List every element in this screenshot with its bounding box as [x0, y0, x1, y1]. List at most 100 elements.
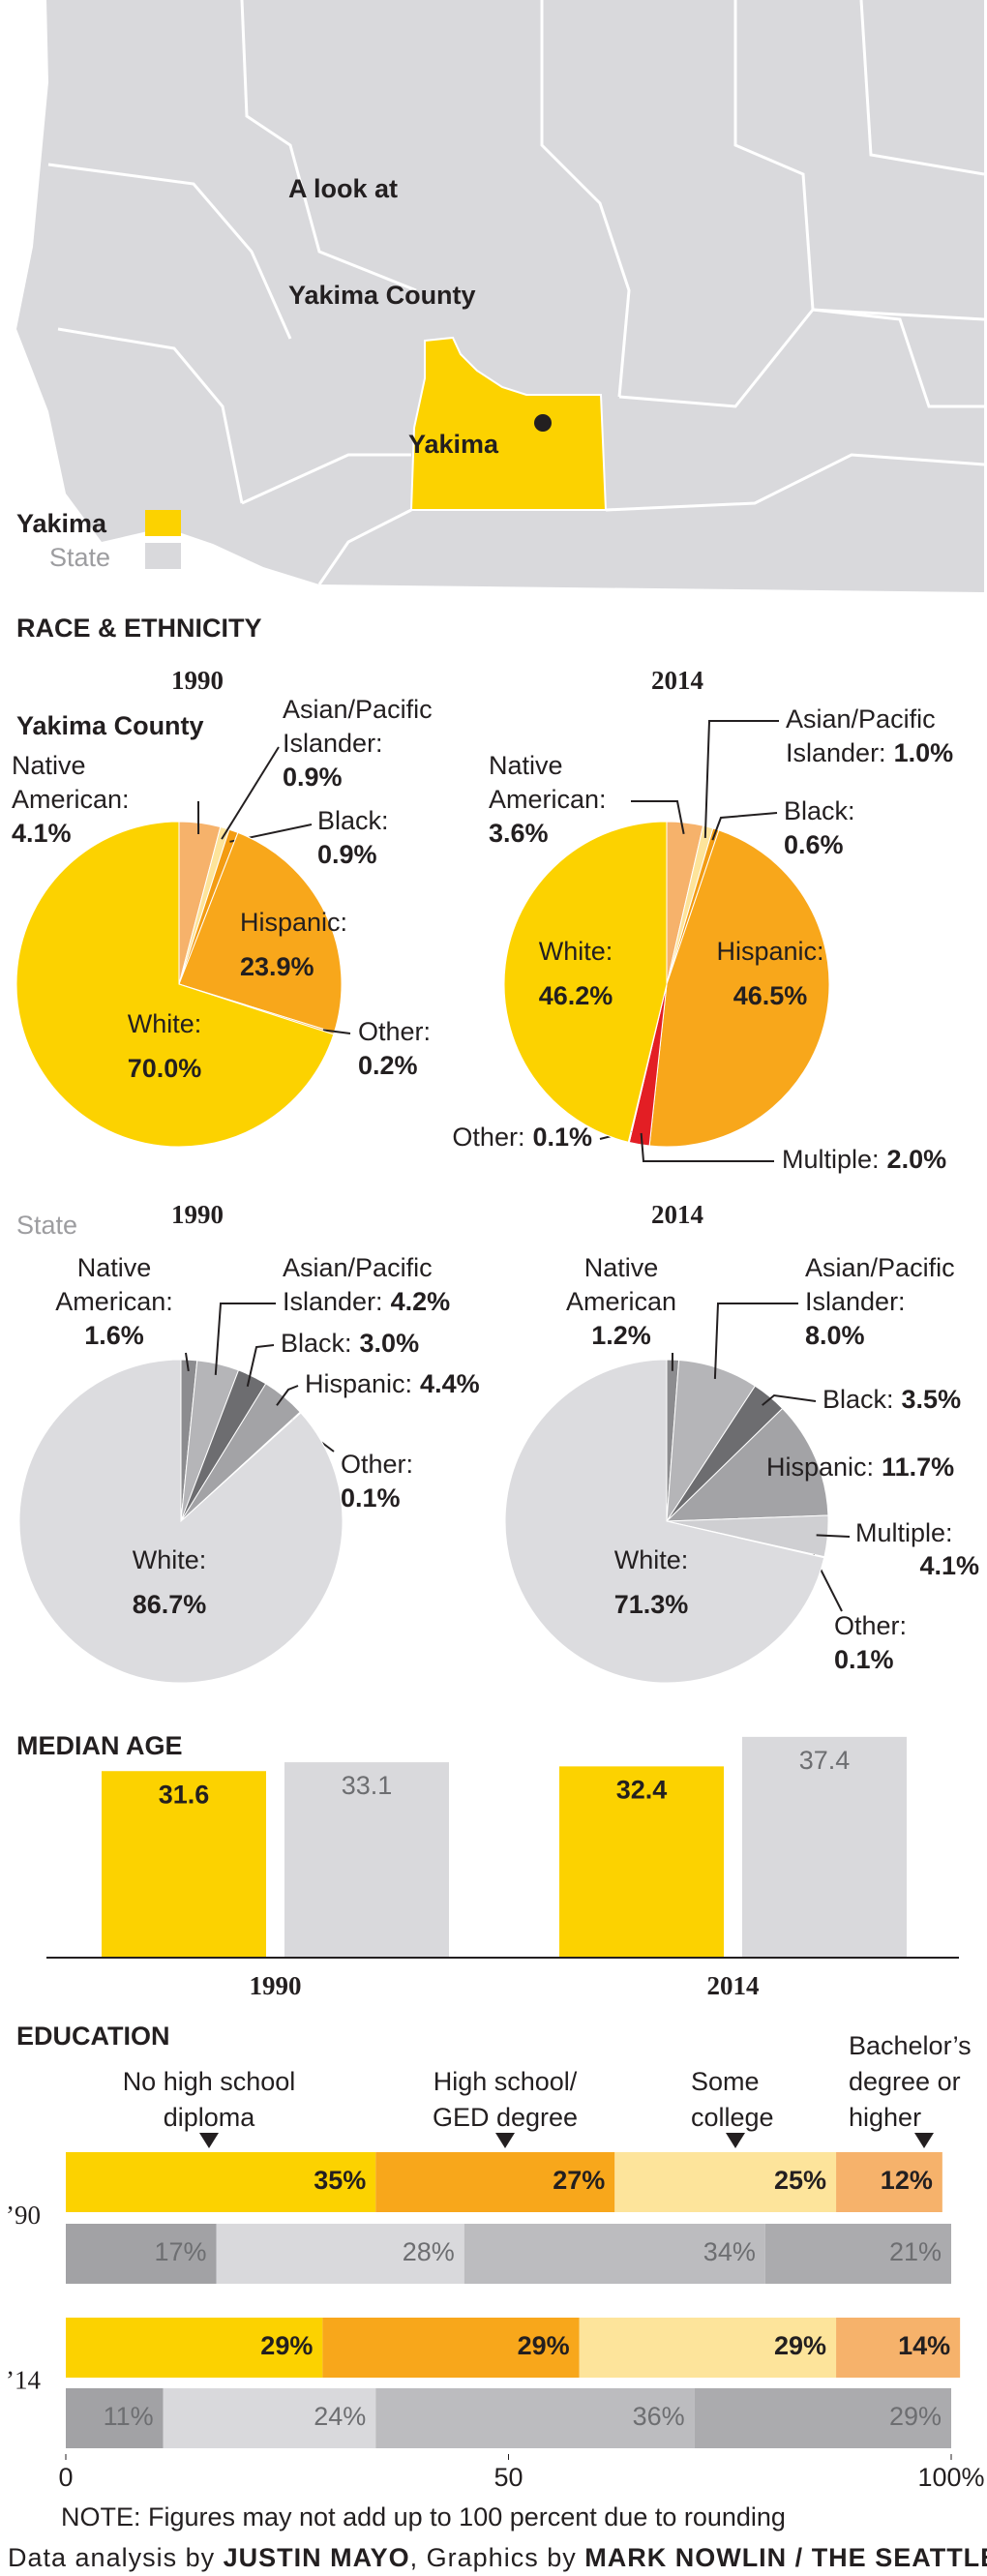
title: A look at	[288, 174, 398, 203]
title: Yakima County	[288, 281, 476, 310]
slice-name: American:	[489, 785, 607, 814]
pie-group: State	[16, 1211, 77, 1240]
bar-segment	[836, 2318, 961, 2378]
category-label: diploma	[164, 2103, 256, 2132]
slice-label: Hispanic: 46.5%	[716, 937, 823, 1010]
category-arrow	[726, 2133, 745, 2148]
slice-value: 3.5%	[902, 1385, 962, 1414]
bar	[559, 1766, 724, 1958]
leader-line	[640, 1132, 774, 1162]
legend-label: State	[49, 543, 110, 572]
slice-value: 4.4%	[420, 1369, 480, 1398]
slice-value: 3.6%	[489, 819, 549, 848]
legend-label: Yakima	[16, 509, 107, 538]
slice-value: 1.2%	[591, 1321, 651, 1350]
category-label: college	[691, 2103, 774, 2132]
pie-year: 1990	[171, 1200, 224, 1229]
slice-value: 4.1%	[919, 1551, 979, 1580]
slice-value: 11.7%	[882, 1453, 954, 1482]
leader-line	[703, 720, 779, 838]
slice-label: Asian/Pacific Islander: 0.9%	[283, 695, 433, 792]
slice-value: 0.1%	[532, 1123, 592, 1152]
pie-slice	[648, 829, 830, 1148]
segment-label: 29%	[774, 2331, 826, 2360]
category-label: higher	[849, 2103, 921, 2132]
bar-segment	[66, 2318, 323, 2378]
slice-name: Other:	[341, 1450, 413, 1479]
x-tick-label: 1990	[250, 1971, 302, 2000]
bar-segment	[216, 2224, 464, 2284]
slice-name: Asian/Pacific	[283, 695, 433, 724]
leader-line	[276, 1385, 299, 1406]
bar-segment	[322, 2318, 580, 2378]
bar-value: 31.6	[159, 1780, 210, 1809]
bar-segment	[464, 2224, 765, 2284]
x-tick-label: 2014	[707, 1971, 760, 2000]
bar-segment	[614, 2152, 837, 2212]
bar-segment	[579, 2318, 837, 2378]
category-arrow	[495, 2133, 515, 2148]
credit: , Graphics by	[410, 2543, 585, 2572]
slice-label: Native American: 1.6%	[55, 1253, 173, 1350]
group-label: ’90	[6, 2201, 41, 2230]
pie-year: 2014	[651, 666, 703, 695]
slice-name: Hispanic:	[240, 908, 347, 937]
county-lines	[47, 0, 985, 585]
pie-slice	[178, 831, 343, 1033]
credit: JUSTIN MAYO	[224, 2543, 410, 2572]
slice-label: Other: 0.1%	[341, 1450, 413, 1513]
slice-label: Other: 0.1%	[452, 1123, 592, 1152]
slice-value: 70.0%	[128, 1054, 202, 1083]
slice-name: Multiple:	[855, 1518, 953, 1547]
slice-label: Black: 0.9%	[317, 806, 389, 869]
bar-segment	[764, 2224, 951, 2284]
credits: Data analysis by JUSTIN MAYO, Graphics b…	[8, 2543, 987, 2572]
chart-title: MEDIAN AGE	[16, 1731, 183, 1760]
x-tick-label: 50	[494, 2463, 523, 2492]
legend-swatch	[145, 543, 181, 569]
leader-line	[816, 1534, 851, 1538]
credit: MARK NOWLIN / THE SEATTLE TIMES	[584, 2543, 987, 2572]
slice-value: 0.9%	[317, 840, 377, 869]
pie-slice	[503, 821, 668, 1143]
slice-label: White: 86.7%	[133, 1545, 207, 1619]
slice-label: Native American: 4.1%	[12, 751, 130, 848]
bar	[742, 1736, 907, 1958]
slice-label: Black: 3.5%	[822, 1385, 961, 1414]
segment-label: 21%	[889, 2237, 942, 2266]
slice-value: 86.7%	[133, 1590, 207, 1619]
slice-name: Asian/Pacific	[283, 1253, 433, 1282]
slice-name: White:	[128, 1009, 202, 1038]
bar-segment	[66, 2224, 217, 2284]
legend-swatch	[145, 510, 181, 536]
group-label: ’14	[6, 2366, 41, 2395]
pie-year: 2014	[651, 1200, 703, 1229]
slice-label: Hispanic: 11.7%	[766, 1453, 954, 1482]
slice-label: Asian/Pacific Islander: 1.0%	[786, 704, 953, 767]
segment-label: 34%	[703, 2237, 756, 2266]
slice-name: American:	[55, 1287, 173, 1316]
slice-value: 4.2%	[391, 1287, 451, 1316]
slice-value: 46.5%	[733, 981, 808, 1010]
bar-segment	[836, 2152, 942, 2212]
slice-name: Other:	[452, 1123, 524, 1152]
section-title: RACE & ETHNICITY	[16, 614, 262, 643]
slice-name: Black:	[317, 806, 389, 835]
x-tick-label: 0	[58, 2463, 73, 2492]
leader-line	[713, 1303, 798, 1379]
leader-line	[711, 812, 778, 841]
slice-name: Black:	[784, 796, 855, 825]
pie-slice	[15, 821, 335, 1148]
slice-label: Asian/Pacific Islander: 8.0%	[805, 1253, 955, 1350]
slice-name: Hispanic:	[716, 937, 823, 966]
slice-label: Native American 1.2%	[566, 1253, 676, 1350]
segment-label: 12%	[881, 2166, 933, 2195]
category-label: degree or	[849, 2067, 961, 2096]
segment-label: 29%	[518, 2331, 570, 2360]
bar-value: 32.4	[616, 1775, 668, 1804]
segment-label: 28%	[403, 2237, 455, 2266]
slice-label: Hispanic: 4.4%	[305, 1369, 480, 1398]
yakima-city	[534, 414, 552, 432]
slice-label: Black: 3.0%	[281, 1329, 419, 1358]
slice-value: 23.9%	[240, 952, 314, 981]
